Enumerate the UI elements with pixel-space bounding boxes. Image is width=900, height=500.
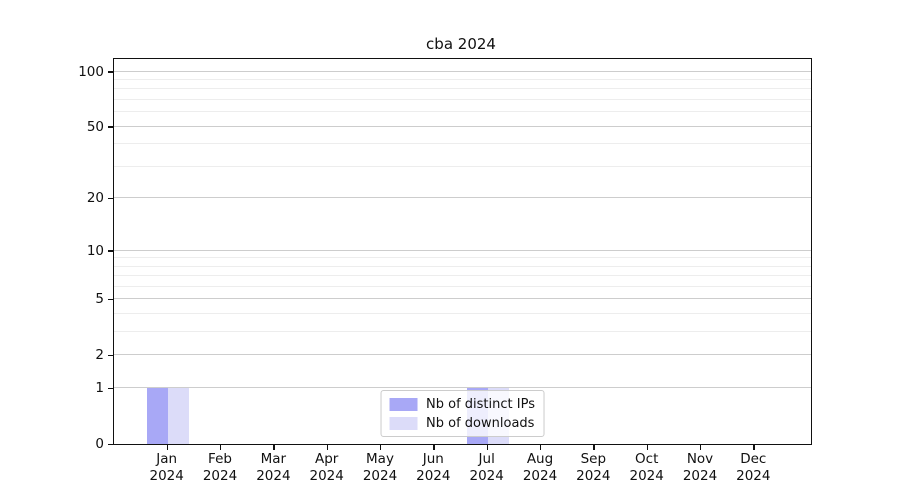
x-tick-label: May 2024 [362, 451, 398, 484]
gridline-minor [114, 88, 811, 90]
x-tick-label: Apr 2024 [309, 451, 344, 484]
chart-title: cba 2024 [426, 35, 496, 53]
y-tick [108, 71, 113, 73]
y-tick [108, 250, 113, 252]
gridline-minor [114, 143, 811, 145]
x-tick [380, 445, 382, 450]
x-tick [433, 445, 435, 450]
x-tick-label: Nov 2024 [682, 451, 718, 484]
y-tick-label: 10 [86, 242, 104, 259]
x-tick-label: Jun 2024 [416, 451, 451, 484]
gridline-major [114, 387, 811, 389]
legend-item-downloads: Nb of downloads [389, 415, 535, 431]
legend-item-distinct-ips: Nb of distinct IPs [389, 396, 535, 412]
legend-swatch-distinct-ips-icon [389, 397, 418, 411]
gridline-minor [114, 286, 811, 287]
x-tick-label: Oct 2024 [629, 451, 664, 484]
legend-label-downloads: Nb of downloads [426, 415, 535, 431]
gridline-major [114, 354, 811, 356]
x-tick [220, 445, 222, 450]
legend: Nb of distinct IPs Nb of downloads [380, 390, 545, 437]
x-tick-label: Jul 2024 [469, 451, 504, 484]
bar-distinct-ips [146, 388, 168, 444]
gridline-major [114, 298, 811, 300]
y-tick [108, 443, 113, 446]
x-tick-label: Feb 2024 [202, 451, 238, 484]
y-tick [108, 126, 113, 128]
gridline-minor [114, 331, 811, 333]
x-tick [646, 445, 649, 450]
gridline-minor [114, 99, 811, 100]
gridline-minor [114, 79, 811, 80]
bar-downloads [167, 388, 189, 444]
y-tick [108, 387, 113, 390]
y-tick [108, 355, 113, 357]
x-tick [593, 445, 595, 450]
gridline-minor [114, 275, 811, 277]
legend-label-distinct-ips: Nb of distinct IPs [426, 396, 535, 412]
gridline-major [114, 249, 811, 251]
gridline-major [114, 125, 811, 127]
x-tick-label: Jan 2024 [149, 451, 184, 484]
x-tick [486, 445, 489, 450]
gridline-major [114, 197, 811, 199]
y-tick [108, 198, 113, 200]
gridline-major [114, 70, 811, 72]
y-tick [108, 299, 113, 301]
gridline-minor [114, 257, 811, 259]
plot-area: Nb of distinct IPs Nb of downloads [113, 58, 812, 445]
gridline-minor [114, 313, 811, 315]
x-tick [700, 445, 702, 450]
gridline-minor [114, 111, 811, 113]
y-tick-label: 0 [95, 436, 104, 452]
y-tick-label: 50 [86, 118, 104, 135]
x-tick-label: Dec 2024 [736, 451, 771, 484]
x-tick [273, 445, 275, 450]
x-tick [326, 445, 329, 450]
y-tick-label: 20 [86, 190, 104, 207]
x-tick-label: Aug 2024 [522, 451, 558, 484]
x-tick [166, 445, 169, 450]
x-tick-label: Sep 2024 [576, 451, 611, 484]
x-tick [753, 445, 755, 450]
y-tick-label: 5 [95, 291, 104, 308]
y-tick-label: 1 [95, 380, 104, 397]
legend-swatch-downloads-icon [389, 416, 418, 430]
x-tick-label: Mar 2024 [256, 451, 291, 484]
y-tick-label: 2 [95, 347, 104, 364]
x-tick [540, 445, 542, 450]
y-tick-label: 100 [78, 63, 104, 80]
gridline-minor [114, 265, 811, 267]
gridline-minor [114, 165, 811, 167]
